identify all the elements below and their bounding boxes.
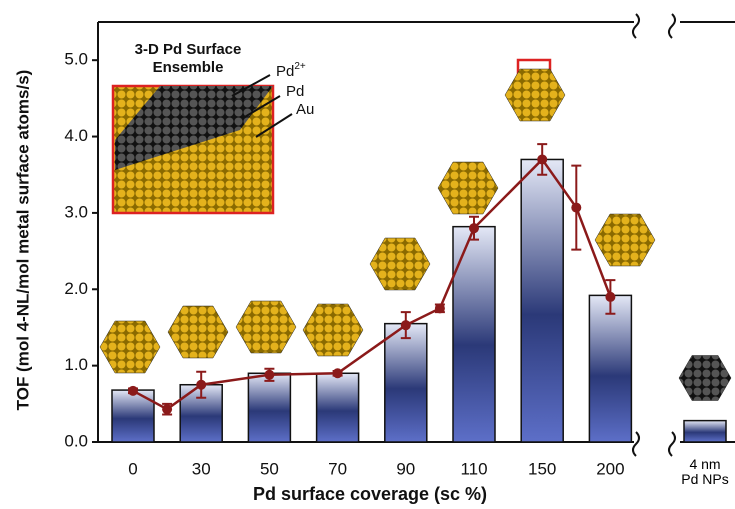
- point: [264, 370, 274, 380]
- point: [333, 368, 343, 378]
- inset-label: Pd: [286, 83, 304, 100]
- point: [571, 203, 581, 213]
- x-tick-label: 4 nm Pd NPs: [680, 457, 730, 487]
- page: TOF (mol 4-NL/mol metal surface atoms/s)…: [0, 0, 735, 509]
- point: [162, 404, 172, 414]
- bar: [248, 373, 290, 442]
- point: [537, 154, 547, 164]
- point: [435, 303, 445, 313]
- nanoparticle: [236, 301, 296, 353]
- nanoparticle: [303, 304, 363, 356]
- x-tick-label: 70: [328, 459, 347, 478]
- bar: [453, 227, 495, 442]
- point: [469, 223, 479, 233]
- inset-label: Pd2+: [276, 61, 306, 80]
- x-tick-label: 30: [192, 459, 211, 478]
- y-tick-label: 0.0: [64, 431, 88, 450]
- chart: TOF (mol 4-NL/mol metal surface atoms/s)…: [0, 0, 735, 509]
- bar: [589, 295, 631, 442]
- inset-label: Pd: [276, 63, 294, 80]
- nanoparticle: [168, 306, 228, 358]
- x-tick-label: 150: [528, 459, 556, 478]
- point: [605, 292, 615, 302]
- y-tick-label: 4.0: [64, 126, 88, 145]
- nanoparticle: [679, 355, 731, 400]
- x-tick-label: 90: [396, 459, 415, 478]
- point: [196, 380, 206, 390]
- point: [401, 320, 411, 330]
- y-tick-label: 2.0: [64, 279, 88, 298]
- bar: [684, 421, 726, 442]
- x-axis-title: Pd surface coverage (sc %): [253, 484, 487, 504]
- nanoparticle: [370, 238, 430, 290]
- inset-superscript: 2+: [294, 61, 306, 72]
- bar: [521, 159, 563, 442]
- nanoparticle: [100, 321, 160, 373]
- y-tick-label: 5.0: [64, 50, 88, 69]
- point: [128, 386, 138, 396]
- bar: [317, 373, 359, 442]
- nanoparticle: [595, 214, 655, 266]
- nanoparticle: [505, 69, 565, 121]
- inset-label: Au: [296, 101, 314, 118]
- nanoparticle: [438, 162, 498, 214]
- bar: [385, 324, 427, 442]
- x-tick-label: 110: [460, 459, 487, 478]
- x-tick-label: 200: [596, 459, 624, 478]
- y-tick-label: 1.0: [64, 355, 88, 374]
- x-tick-label: 50: [260, 459, 279, 478]
- y-axis-title: TOF (mol 4-NL/mol metal surface atoms/s): [13, 70, 32, 411]
- x-tick-label: 0: [128, 459, 137, 478]
- y-tick-label: 3.0: [64, 202, 88, 221]
